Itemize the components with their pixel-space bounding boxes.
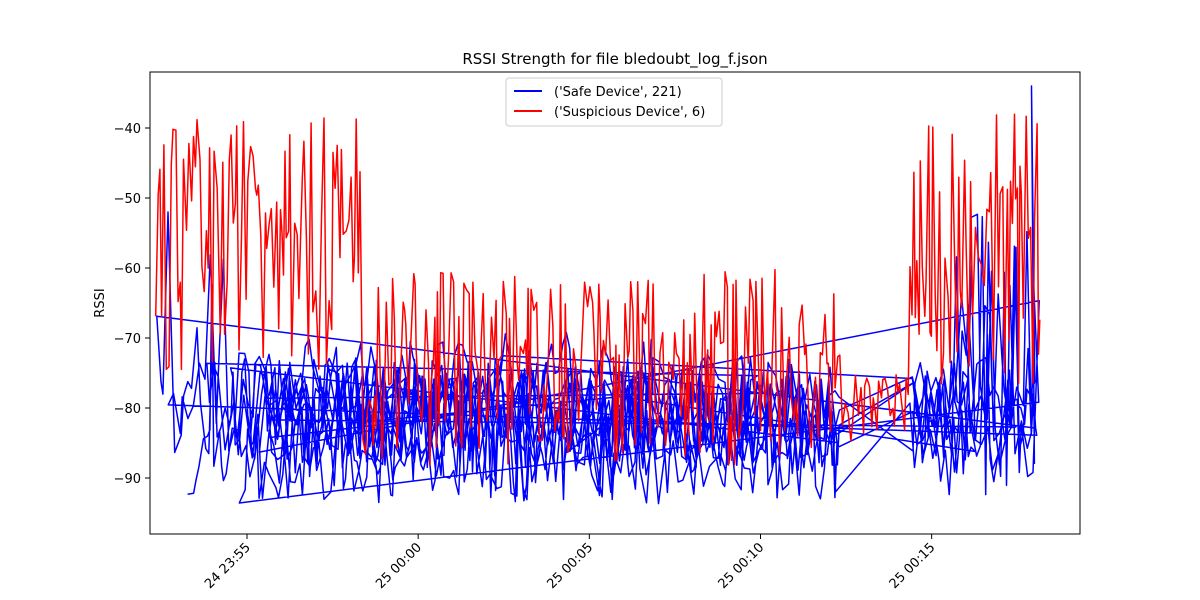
plot-frame <box>149 71 1081 535</box>
legend-label-suspicious-device: ('Suspicious Device', 6) <box>554 105 705 120</box>
plot-series-group <box>154 85 1041 505</box>
legend-box <box>505 77 723 127</box>
y-axis: −40 −50 −60 −70 −80 −90 <box>114 122 150 487</box>
legend-label-safe-device: ('Safe Device', 221) <box>554 85 682 100</box>
y-axis-label: RSSI <box>93 288 108 317</box>
y-tick-label: −70 <box>114 332 141 347</box>
y-tick-label: −60 <box>114 262 141 277</box>
series-line-suspicious-device <box>154 113 1041 466</box>
legend: ('Safe Device', 221) ('Suspicious Device… <box>505 77 723 127</box>
y-tick-label: −50 <box>114 192 141 207</box>
y-tick-label: −80 <box>114 402 141 417</box>
series-line-safe-device <box>156 85 1040 505</box>
chart-title: RSSI Strength for file bledoubt_log_f.js… <box>462 50 767 69</box>
y-tick-label: −40 <box>114 122 141 137</box>
y-tick-label: −90 <box>114 472 141 487</box>
